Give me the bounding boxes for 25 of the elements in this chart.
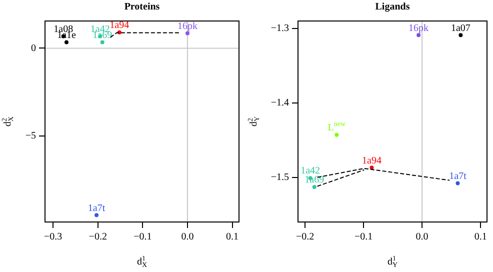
x-tick-label: 0.0 xyxy=(416,232,428,243)
x-tick-label: −0.2 xyxy=(296,232,314,243)
series-label: 16pk xyxy=(408,22,429,34)
y-tick-label: −1.3 xyxy=(270,23,289,34)
series-label: 1a42 xyxy=(300,166,320,177)
x-tick-label: 0.1 xyxy=(226,232,239,243)
series-label: 16pk xyxy=(177,20,198,32)
y-tick-label: −5 xyxy=(25,130,36,142)
series-label: 1a07 xyxy=(450,22,470,34)
x-tick-label: −0.1 xyxy=(354,232,373,243)
y-tick-label: −1.5 xyxy=(270,172,289,183)
chart-title: Ligands xyxy=(375,2,410,13)
series-label: 1a7t xyxy=(88,202,106,214)
x-tick-label: −0.2 xyxy=(88,232,107,243)
x-tick-label: −0.1 xyxy=(134,232,152,243)
chart-title: Proteins xyxy=(124,2,160,13)
x-tick-label: 0.0 xyxy=(181,232,194,243)
series-label: 1a69 xyxy=(304,174,324,186)
x-tick-label: 0.1 xyxy=(474,232,487,243)
y-tick-label: −1.4 xyxy=(270,98,289,109)
x-tick-label: −0.3 xyxy=(44,232,62,243)
series-label: 1a94 xyxy=(110,20,130,32)
series-label: 1a7t xyxy=(449,170,467,182)
series-label: 1a94 xyxy=(362,155,382,166)
y-tick-label: 0 xyxy=(31,42,36,54)
